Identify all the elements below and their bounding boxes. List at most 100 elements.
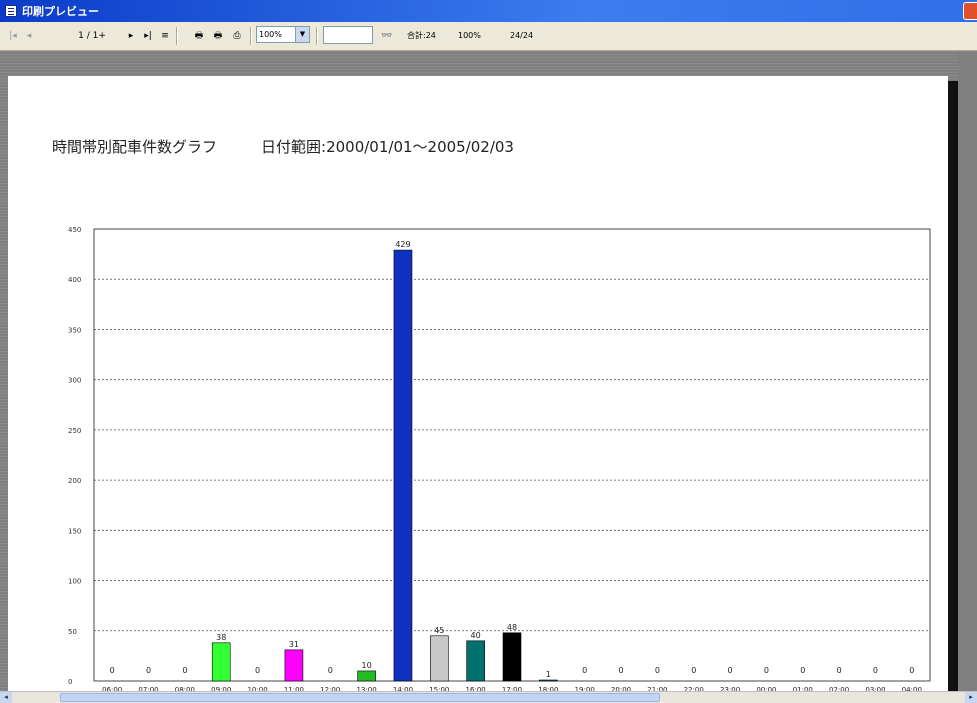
- title-bar: 印刷プレビュー: [0, 0, 977, 22]
- bar: [357, 670, 376, 682]
- y-tick-label: 200: [68, 477, 81, 485]
- next-page-icon[interactable]: ▸: [128, 31, 134, 41]
- report-title: 時間帯別配車件数グラフ: [52, 138, 218, 156]
- x-tick-label: 21:00: [647, 686, 667, 691]
- x-tick-label: 02:00: [829, 686, 849, 691]
- x-tick-label: 20:00: [611, 686, 631, 691]
- chevron-down-icon[interactable]: ▼: [295, 27, 309, 42]
- y-tick-label: 50: [68, 628, 77, 636]
- data-label: 0: [328, 666, 333, 675]
- bar: [211, 642, 231, 682]
- page-shadow: [948, 81, 958, 691]
- zoom-select-value: 100%: [259, 30, 282, 39]
- data-label: 31: [289, 640, 299, 649]
- x-tick-label: 12:00: [320, 686, 340, 691]
- bar-chart: 050100150200250300350400450006:00007:000…: [68, 226, 931, 691]
- y-tick-label: 350: [68, 326, 81, 334]
- preview-area[interactable]: 時間帯別配車件数グラフ 日付範囲:2000/01/01～2005/02/03 0 5…: [0, 51, 977, 691]
- bar: [502, 632, 522, 682]
- data-label: 0: [691, 666, 696, 675]
- binoculars-icon[interactable]: 👓: [381, 31, 393, 41]
- x-tick-label: 19:00: [575, 686, 595, 691]
- x-tick-label: 07:00: [138, 686, 158, 691]
- scroll-thumb[interactable]: [60, 693, 660, 702]
- page-indicator: 1 / 1+: [78, 31, 106, 41]
- y-tick-label: 400: [68, 276, 81, 284]
- horizontal-scrollbar[interactable]: ◂ ▸: [0, 691, 977, 703]
- data-label: 0: [800, 666, 805, 675]
- report-header: 時間帯別配車件数グラフ 日付範囲:2000/01/01～2005/02/03: [52, 136, 514, 157]
- y-tick-label: 450: [68, 226, 81, 234]
- data-label: 38: [216, 633, 226, 642]
- data-label: 0: [728, 666, 733, 675]
- data-label: 429: [395, 240, 410, 249]
- print-icon[interactable]: 🖶: [194, 31, 204, 41]
- stop-icon[interactable]: ≡: [161, 31, 169, 41]
- data-label: 0: [110, 666, 115, 675]
- page-count: 24/24: [510, 31, 534, 40]
- x-tick-label: 18:00: [538, 686, 558, 691]
- data-label: 0: [837, 666, 842, 675]
- data-label: 0: [582, 666, 587, 675]
- data-label: 0: [873, 666, 878, 675]
- y-tick-label: 250: [68, 427, 81, 435]
- x-tick-label: 23:00: [720, 686, 740, 691]
- x-tick-label: 03:00: [865, 686, 885, 691]
- bar: [466, 640, 485, 682]
- total-count: 合計:24: [407, 31, 436, 40]
- y-tick-label: 150: [68, 527, 81, 535]
- data-label: 1: [546, 670, 551, 679]
- last-page-icon[interactable]: ▸|: [144, 31, 152, 41]
- data-label: 0: [764, 666, 769, 675]
- toolbar-separator: [316, 27, 318, 45]
- data-label: 0: [909, 666, 914, 675]
- x-tick-label: 06:00: [102, 686, 122, 691]
- x-tick-label: 15:00: [429, 686, 449, 691]
- report-page: 時間帯別配車件数グラフ 日付範囲:2000/01/01～2005/02/03 0 5…: [8, 76, 948, 691]
- bar: [430, 635, 449, 682]
- close-icon[interactable]: [963, 2, 977, 20]
- x-tick-label: 17:00: [502, 686, 522, 691]
- data-label: 48: [507, 623, 517, 632]
- data-label: 0: [146, 666, 151, 675]
- app-icon: [5, 5, 17, 17]
- x-tick-label: 08:00: [175, 686, 195, 691]
- preview-toolbar: |◂ ◂ 1 / 1+ ▸ ▸| ≡ 🖶 🖶 ⎙ 100% ▼ 👓 合計:24 …: [0, 22, 977, 51]
- x-tick-label: 01:00: [793, 686, 813, 691]
- page-setup-icon[interactable]: ⎙: [233, 31, 241, 41]
- toolbar-separator: [250, 27, 252, 45]
- x-tick-label: 11:00: [284, 686, 304, 691]
- toolbar-separator: [176, 27, 178, 45]
- prev-page-icon[interactable]: ◂: [26, 31, 32, 41]
- zoom-display: 100%: [458, 31, 481, 40]
- bar: [393, 249, 413, 682]
- x-tick-label: 04:00: [902, 686, 922, 691]
- vertical-scroll-area[interactable]: [958, 51, 977, 691]
- x-tick-label: 14:00: [393, 686, 413, 691]
- data-label: 10: [362, 661, 372, 670]
- x-tick-label: 00:00: [756, 686, 776, 691]
- data-label: 0: [618, 666, 623, 675]
- x-tick-label: 10:00: [247, 686, 267, 691]
- bar: [539, 679, 558, 682]
- data-label: 0: [182, 666, 187, 675]
- data-label: 0: [255, 666, 260, 675]
- x-tick-label: 22:00: [684, 686, 704, 691]
- bar: [284, 649, 304, 682]
- date-range: 日付範囲:2000/01/01～2005/02/03: [261, 138, 514, 156]
- print-setup-icon[interactable]: 🖶: [213, 31, 223, 41]
- find-input[interactable]: [323, 26, 373, 44]
- y-tick-label: 100: [68, 578, 81, 586]
- y-tick-label: 0: [68, 678, 72, 686]
- first-page-icon[interactable]: |◂: [9, 31, 17, 41]
- x-tick-label: 16:00: [466, 686, 486, 691]
- y-tick-label: 300: [68, 377, 81, 385]
- scroll-left-icon[interactable]: ◂: [0, 692, 12, 703]
- scroll-right-icon[interactable]: ▸: [965, 692, 977, 703]
- x-tick-label: 13:00: [357, 686, 377, 691]
- zoom-select[interactable]: 100% ▼: [256, 26, 310, 43]
- data-label: 45: [434, 626, 444, 635]
- data-label: 40: [471, 631, 481, 640]
- window-title: 印刷プレビュー: [22, 5, 99, 18]
- plot-frame: [93, 228, 931, 682]
